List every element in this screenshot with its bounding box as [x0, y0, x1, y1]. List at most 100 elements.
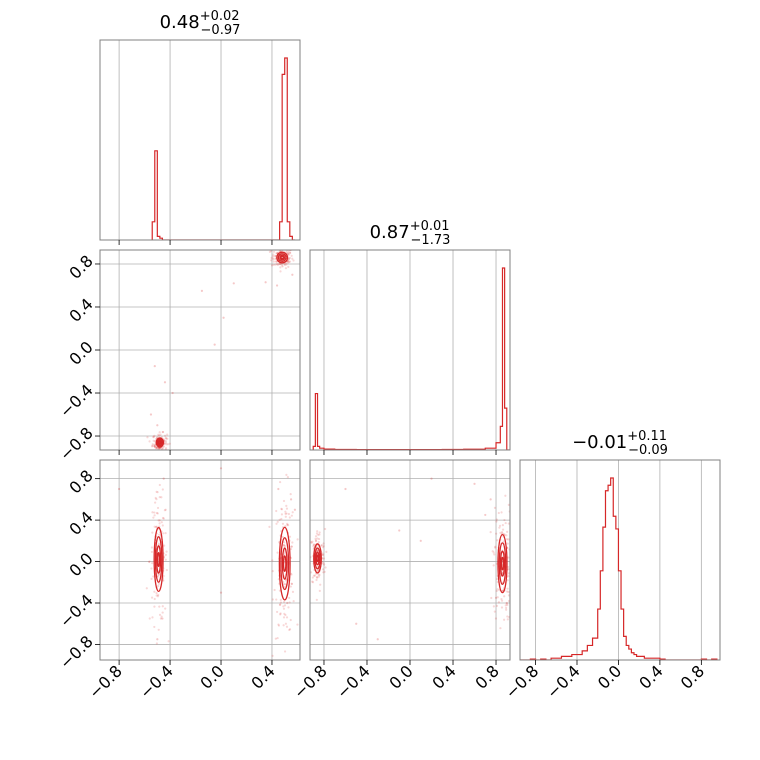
- scatter-point: [232, 282, 235, 285]
- scatter-point: [278, 603, 282, 606]
- scatter-point: [167, 640, 170, 643]
- scatter-point: [158, 519, 161, 522]
- scatter-point: [157, 433, 160, 436]
- scatter-point: [288, 256, 292, 260]
- scatter-point: [164, 447, 168, 450]
- panel-frame: [519, 459, 721, 661]
- scatter-point: [158, 496, 161, 499]
- scatter-point: [293, 508, 297, 511]
- scatter-point: [162, 532, 165, 535]
- scatter-point: [155, 511, 158, 515]
- scatter-point: [274, 637, 277, 640]
- scatter-point: [271, 257, 275, 260]
- scatter-point: [489, 498, 492, 501]
- scatter-point: [161, 516, 165, 520]
- scatter-point: [499, 627, 502, 630]
- scatter-point: [283, 544, 286, 548]
- y-tick-label: 0.8: [65, 251, 96, 282]
- scatter-point: [213, 343, 216, 346]
- scatter-point: [492, 551, 495, 554]
- y-tick-label: 0.4: [65, 507, 96, 538]
- scatter-point: [291, 257, 294, 260]
- scatter-point: [318, 573, 321, 577]
- scatter-point: [151, 511, 154, 514]
- density-contour: [156, 545, 162, 574]
- scatter-point: [156, 424, 159, 427]
- scatter-point: [288, 628, 291, 632]
- x-tick-label: −0.8: [85, 661, 126, 702]
- scatter-point: [272, 258, 275, 261]
- scatter-point: [499, 531, 502, 534]
- scatter-point: [316, 576, 319, 579]
- scatter-point: [497, 511, 500, 515]
- scatter-point: [282, 616, 286, 619]
- scatter-point: [164, 532, 167, 535]
- scatter-point: [155, 457, 157, 459]
- scatter-point: [288, 596, 291, 600]
- scatter-point: [278, 243, 280, 245]
- scatter-point: [164, 441, 168, 444]
- scatter-point: [281, 522, 285, 525]
- scatter-point: [162, 451, 164, 453]
- scatter-point: [398, 529, 401, 532]
- scatter-point: [163, 509, 167, 512]
- scatter-point: [500, 530, 504, 534]
- scatter-point: [264, 281, 267, 284]
- scatter-point: [153, 511, 156, 514]
- density-contour: [156, 551, 161, 567]
- scatter-point: [157, 628, 160, 631]
- scatter-point: [493, 553, 496, 556]
- scatter-point: [301, 534, 303, 536]
- y-tick-label: 0.8: [65, 466, 96, 497]
- scatter-point: [288, 601, 291, 604]
- scatter-point: [146, 436, 149, 439]
- scatter-point: [156, 506, 160, 510]
- scatter-point: [280, 517, 283, 521]
- scatter-point: [155, 446, 158, 450]
- scatter-point: [495, 518, 498, 521]
- scatter-point: [288, 628, 292, 631]
- scatter-point: [151, 616, 154, 619]
- scatter-point: [503, 518, 506, 522]
- x-tick-label: −0.4: [136, 661, 177, 702]
- scatter-point: [157, 519, 160, 522]
- scatter-point: [153, 440, 157, 443]
- density-contour: [314, 547, 321, 570]
- scatter-point: [287, 512, 290, 516]
- scatter-point: [153, 525, 156, 528]
- scatter-point: [505, 601, 508, 605]
- scatter-point: [287, 265, 290, 268]
- scatter-point: [280, 264, 284, 267]
- scatter-point: [154, 496, 157, 500]
- scatter-point: [506, 590, 509, 593]
- scatter-point: [282, 543, 286, 547]
- scatter-point: [271, 255, 274, 258]
- scatter-point: [287, 523, 290, 527]
- scatter-point: [277, 246, 279, 248]
- scatter-point: [277, 262, 281, 265]
- scatter-point: [289, 618, 292, 622]
- scatter-point: [161, 430, 164, 434]
- density-contour: [153, 526, 164, 593]
- scatter-point: [157, 573, 160, 576]
- scatter-point: [321, 546, 325, 549]
- scatter-point: [162, 445, 166, 448]
- scatter-point: [506, 579, 509, 582]
- scatter-point: [164, 553, 167, 556]
- density-contour: [277, 253, 287, 262]
- scatter-point: [291, 511, 294, 514]
- scatter-point: [285, 504, 288, 507]
- panel-title-1: 0.87+0.01 −1.73: [370, 219, 451, 248]
- scatter-point: [282, 624, 285, 627]
- scatter-point: [315, 598, 318, 601]
- scatter-point: [496, 539, 499, 542]
- scatter-point: [154, 447, 157, 450]
- y-tick-label: 0.0: [65, 337, 96, 368]
- scatter-point: [200, 289, 204, 292]
- scatter-point: [279, 601, 283, 604]
- scatter-point: [151, 444, 154, 447]
- scatter-point: [283, 612, 286, 615]
- scatter-point: [290, 582, 294, 586]
- scatter-point: [501, 528, 505, 531]
- scatter-point: [150, 596, 154, 599]
